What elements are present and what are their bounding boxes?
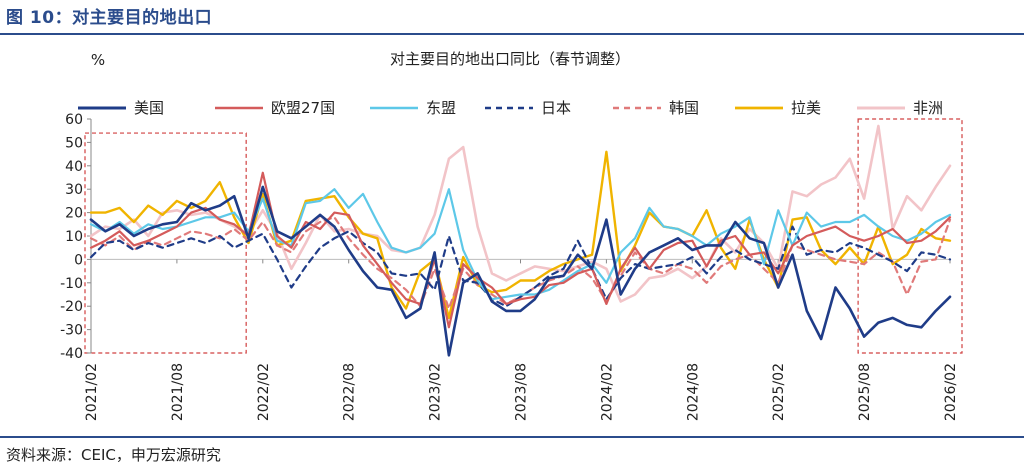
legend-label: 东盟 — [426, 99, 456, 117]
series-line-3 — [89, 188, 952, 301]
series-line-4 — [89, 225, 952, 308]
y-tick-label: 50 — [65, 135, 83, 151]
series-line-1 — [89, 185, 952, 357]
legend-label: 欧盟27国 — [271, 99, 335, 117]
series-line-7 — [89, 124, 952, 303]
legend-item-4: 日本 — [485, 99, 571, 117]
chart-axes: -40 -30 -20 -10 0 10 20 30 40 50 60 2021/02 2021/08 2… — [60, 112, 959, 421]
y-tick-label: -20 — [60, 299, 83, 315]
y-tick-label: 40 — [65, 159, 83, 175]
x-tick-label: 2023/08 — [514, 363, 530, 421]
x-tick-label: 2026/02 — [943, 363, 959, 421]
legend-label: 拉美 — [791, 99, 821, 117]
figure-header: 图 10：对主要目的地出口 — [0, 0, 1024, 34]
x-tick-label: 2025/08 — [857, 363, 873, 421]
series-line-6 — [89, 150, 952, 320]
legend-item-7: 非洲 — [857, 99, 943, 117]
x-tick-label: 2021/02 — [84, 363, 100, 421]
highlight-box-2 — [857, 118, 963, 354]
y-tick-label: 10 — [65, 229, 83, 245]
line-chart: 对主要目的地出口同比（春节调整） % 美国 欧盟27国 东盟 日本 韩国 拉美 非洲 -40… — [60, 50, 963, 421]
chart-title: 对主要目的地出口同比（春节调整） — [390, 50, 630, 68]
legend-label: 美国 — [134, 99, 164, 117]
y-axis-unit-label: % — [91, 51, 105, 69]
highlight-box-1 — [84, 132, 247, 354]
x-tick-label: 2024/02 — [599, 363, 615, 421]
legend-label: 日本 — [541, 99, 571, 117]
y-tick-label: -40 — [60, 346, 83, 362]
figure-title: 图 10：对主要目的地出口 — [6, 8, 213, 28]
legend-label: 韩国 — [669, 99, 699, 117]
y-tick-label: 20 — [65, 206, 83, 222]
figure-source: 资料来源：CEIC，申万宏源研究 — [6, 446, 221, 464]
legend-item-1: 美国 — [78, 99, 164, 117]
x-tick-label: 2025/02 — [771, 363, 787, 421]
series-line-2 — [89, 171, 952, 329]
header-rule — [0, 33, 1024, 35]
legend-item-5: 韩国 — [613, 99, 699, 117]
y-tick-label: -10 — [60, 276, 83, 292]
chart-legend: 美国 欧盟27国 东盟 日本 韩国 拉美 非洲 — [78, 99, 943, 117]
y-tick-label: 60 — [65, 112, 83, 128]
x-tick-label: 2021/08 — [170, 363, 186, 421]
x-tick-label: 2024/08 — [685, 363, 701, 421]
x-tick-label: 2022/08 — [342, 363, 358, 421]
y-tick-label: -30 — [60, 323, 83, 339]
y-tick-label: 30 — [65, 182, 83, 198]
x-tick-label: 2023/02 — [428, 363, 444, 421]
x-tick-label: 2022/02 — [256, 363, 272, 421]
y-tick-label: 0 — [74, 252, 83, 268]
legend-item-2: 欧盟27国 — [215, 99, 335, 117]
legend-item-3: 东盟 — [370, 99, 456, 117]
highlight-boxes — [84, 118, 963, 354]
legend-label: 非洲 — [913, 99, 943, 117]
series-layer — [89, 124, 952, 357]
footer-rule — [0, 436, 1024, 438]
legend-item-6: 拉美 — [735, 99, 821, 117]
